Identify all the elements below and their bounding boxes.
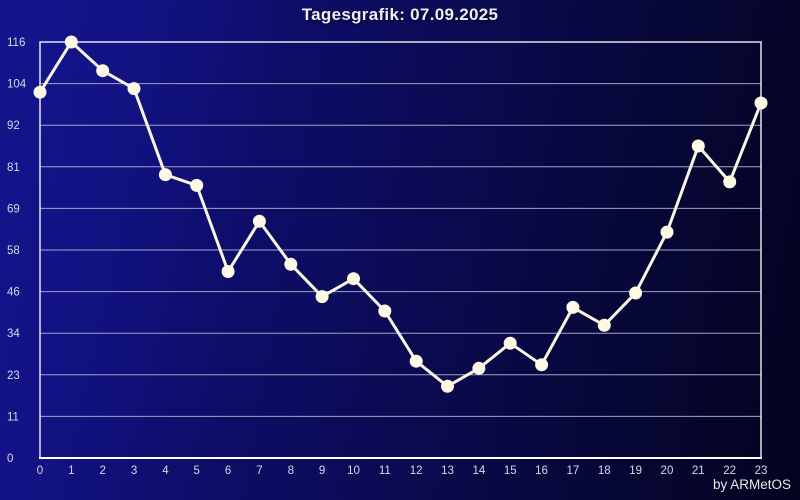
credit-label: by ARMetOS — [712, 477, 791, 492]
data-series — [33, 35, 768, 393]
y-axis-labels: 116 104 92 81 69 58 46 34 23 11 0 — [7, 37, 27, 465]
x-axis-tick-label: 21 — [692, 465, 705, 477]
plot-border — [39, 41, 762, 459]
data-point — [158, 168, 172, 182]
data-point — [754, 96, 768, 110]
x-axis-tick-label: 12 — [410, 465, 423, 477]
data-point — [503, 336, 517, 350]
x-axis-tick-label: 23 — [755, 465, 768, 477]
x-axis-tick-label: 9 — [319, 465, 325, 477]
y-axis-tick-label: 46 — [7, 287, 20, 299]
x-axis-tick-label: 7 — [256, 465, 262, 477]
x-axis-tick-label: 6 — [225, 465, 231, 477]
chart-line — [38, 40, 763, 388]
data-point — [64, 35, 78, 49]
x-axis-tick-label: 3 — [131, 465, 137, 477]
x-axis-tick-label: 13 — [441, 465, 454, 477]
x-axis-tick-label: 15 — [504, 465, 517, 477]
data-point — [441, 379, 454, 393]
data-point — [723, 175, 737, 189]
data-point — [566, 300, 580, 314]
y-axis-tick-label: 23 — [7, 370, 20, 382]
x-axis-tick-label: 20 — [661, 465, 674, 477]
data-point — [378, 304, 392, 318]
y-axis-tick-label: 69 — [7, 203, 20, 215]
y-axis-tick-label: 104 — [7, 79, 27, 91]
x-axis-tick-label: 22 — [723, 465, 736, 477]
x-axis-tick-label: 16 — [535, 465, 548, 477]
x-axis-tick-label: 19 — [629, 465, 642, 477]
x-axis-tick-label: 1 — [68, 465, 74, 477]
y-axis-tick-label: 11 — [7, 411, 19, 423]
data-point — [691, 139, 705, 153]
data-point — [347, 272, 360, 286]
data-point — [315, 290, 329, 304]
y-axis-tick-label: 116 — [7, 37, 25, 49]
x-axis-tick-label: 4 — [162, 465, 169, 477]
data-point — [472, 361, 486, 375]
chart-title: Tagesgrafik: 07.09.2025 — [301, 5, 499, 24]
data-point — [409, 354, 423, 368]
data-point — [597, 318, 611, 332]
y-axis-tick-label: 58 — [7, 245, 20, 257]
y-axis-tick-label: 0 — [7, 453, 13, 465]
data-point — [221, 265, 235, 278]
y-axis-tick-label: 81 — [7, 162, 20, 174]
x-axis-tick-label: 18 — [598, 465, 611, 477]
data-point — [252, 214, 266, 228]
data-point — [96, 64, 110, 78]
x-axis-tick-label: 17 — [567, 465, 580, 477]
y-axis-tick-label: 34 — [7, 328, 20, 340]
x-axis-tick-label: 2 — [99, 465, 105, 477]
data-point — [190, 178, 204, 192]
data-point — [535, 358, 549, 372]
data-point — [629, 286, 643, 300]
data-point — [33, 85, 47, 99]
x-axis-tick-label: 0 — [37, 465, 43, 477]
y-axis-tick-label: 92 — [7, 120, 20, 132]
data-point — [660, 225, 674, 239]
x-axis-labels: 0 1 2 3 4 5 6 7 8 9 10 11 12 13 14 15 16 17 18 19 20 21 22 23 — [37, 465, 768, 477]
x-axis-tick-label: 5 — [194, 465, 200, 477]
x-axis-tick-label: 8 — [288, 465, 294, 477]
data-point — [127, 82, 141, 96]
x-axis-tick-label: 14 — [472, 465, 485, 477]
gridlines — [40, 83, 761, 417]
x-axis-tick-label: 10 — [347, 465, 360, 477]
data-point — [284, 257, 298, 271]
x-axis-tick-label: 11 — [379, 465, 391, 477]
